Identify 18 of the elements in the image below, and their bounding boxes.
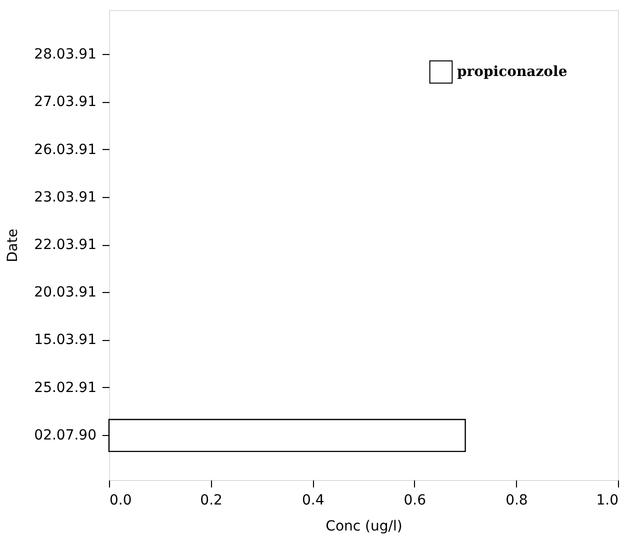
- y-axis-title: Date: [5, 228, 22, 262]
- legend-label: propiconazole: [457, 64, 568, 80]
- y-tick-label: 22.03.91: [34, 237, 96, 253]
- y-tick-label: 28.03.91: [34, 46, 96, 63]
- x-tick-label: 0.6: [404, 492, 426, 508]
- y-tick-label: 02.07.90: [34, 427, 96, 444]
- y-tick-label: 26.03.91: [34, 142, 96, 158]
- y-tick-label: 27.03.91: [34, 94, 96, 110]
- x-tick-label: 0.0: [110, 492, 132, 508]
- y-tick-label: 25.02.91: [34, 380, 96, 396]
- x-axis-title: Conc (ug/l): [326, 518, 402, 534]
- x-tick-label: 0.8: [506, 492, 528, 508]
- x-tick-label: 1.0: [596, 492, 618, 508]
- y-tick-label: 23.03.91: [34, 189, 96, 206]
- y-tick-label: 15.03.91: [34, 332, 96, 348]
- y-tick-label: 20.03.91: [34, 284, 96, 301]
- x-tick-label: 0.2: [200, 492, 222, 508]
- x-tick-label: 0.4: [302, 492, 324, 508]
